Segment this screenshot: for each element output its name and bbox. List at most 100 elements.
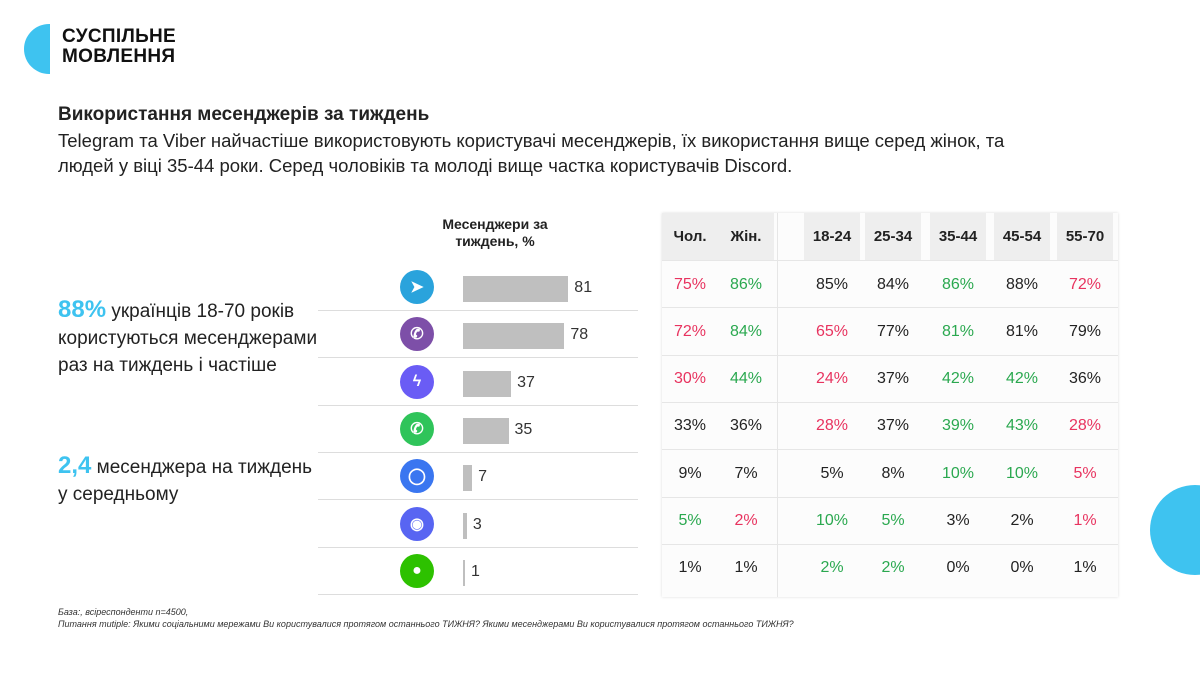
bar-value-label: 3	[472, 515, 482, 533]
column-divider	[777, 213, 778, 597]
bar-wechat	[463, 559, 465, 586]
column-header: 18-24	[804, 213, 860, 260]
table-cell: 44%	[729, 370, 763, 388]
chart-row-telegram: ➤ 81	[318, 264, 638, 311]
table-cell: 2%	[820, 559, 844, 577]
column-header: Жін.	[718, 213, 774, 260]
footnote-question: Питання mutiple: Якими соціальними мереж…	[58, 619, 794, 629]
page-title: Використання месенджерів за тиждень	[58, 104, 430, 125]
table-row: 72% 84% 65% 77% 81% 81% 79%	[662, 307, 1118, 354]
chart-row-discord: ◉ 3	[318, 501, 638, 548]
table-cell: 81%	[1005, 322, 1039, 340]
table-cell: 39%	[941, 417, 975, 435]
chart-title: Месенджери за тиждень, %	[442, 216, 548, 249]
wechat-icon: ●	[400, 553, 434, 588]
table-cell: 5%	[1073, 464, 1097, 482]
table-row: 30% 44% 24% 37% 42% 42% 36%	[662, 354, 1118, 402]
table-cell: 7%	[734, 464, 758, 482]
table-row: 33% 36% 28% 37% 39% 43% 28%	[662, 401, 1118, 449]
table-cell: 0%	[1010, 559, 1034, 577]
viber-icon: ✆	[400, 317, 434, 352]
table-cell: 84%	[876, 275, 910, 293]
table-cell: 75%	[673, 275, 707, 293]
table-row: 5% 2% 10% 5% 3% 2% 1%	[662, 496, 1118, 544]
table-cell: 2%	[734, 512, 758, 529]
logo-line1: СУСПІЛЬНЕ	[62, 26, 177, 47]
bar-value-label: 78	[570, 326, 589, 344]
column-header: Чол.	[662, 213, 718, 260]
table-cell: 37%	[876, 417, 910, 435]
table-cell: 42%	[941, 370, 975, 388]
table-cell: 9%	[678, 464, 702, 482]
table-cell: 10%	[1005, 464, 1039, 482]
table-cell: 85%	[815, 275, 849, 293]
bar-value-label: 81	[574, 279, 593, 296]
table-row: 75% 86% 85% 84% 86% 88% 72%	[662, 260, 1118, 307]
table-cell: 10%	[815, 512, 849, 529]
table-cell: 43%	[1005, 417, 1039, 435]
table-row: 9% 7% 5% 8% 10% 10% 5%	[662, 449, 1118, 496]
bar-viber	[463, 323, 565, 350]
bar-value-label: 35	[514, 420, 533, 438]
table-cell: 3%	[946, 512, 970, 529]
table-cell: 72%	[1068, 275, 1102, 293]
table-cell: 77%	[876, 322, 910, 340]
bar-value-label: 7	[478, 468, 487, 486]
footnote-base: База:, всіреспонденти n=4500,	[58, 607, 189, 617]
table-cell: 81%	[941, 322, 975, 340]
table-cell: 65%	[815, 322, 849, 340]
demographics-table: Чол. Жін. 18-24 25-34 35-44 45-54 55-70 75% 86% 8…	[662, 213, 1118, 597]
discord-icon: ◉	[400, 506, 434, 541]
column-header: 25-34	[865, 213, 921, 260]
bar-value-label: 1	[471, 562, 480, 580]
bar-signal	[463, 465, 473, 492]
table-cell: 10%	[941, 464, 975, 482]
table-row: 1% 1% 2% 2% 0% 0% 1%	[662, 543, 1118, 591]
table-cell: 36%	[729, 417, 763, 435]
table-cell: 36%	[1068, 370, 1102, 388]
footnote: База:, всіреспонденти n=4500, Питання mut…	[58, 606, 818, 630]
chart-row-messenger: ϟ 37	[318, 359, 638, 406]
table-cell: 72%	[673, 322, 707, 340]
table-cell: 1%	[1073, 512, 1097, 529]
page-subtitle: Telegram та Viber найчастіше використову…	[58, 130, 1005, 176]
stat-average: 2,4 месенджера на тиждень у середньому	[58, 452, 318, 508]
messenger-icon: ϟ	[400, 364, 434, 399]
logo: СУСПІЛЬНЕ МОВЛЕННЯ	[62, 27, 176, 67]
chart-row-signal: ◯ 7	[318, 453, 638, 501]
stat-average-text: месенджера на тиждень у середньому	[58, 457, 313, 505]
table-cell: 0%	[946, 559, 970, 577]
table-cell: 24%	[815, 370, 849, 388]
stat-average-value: 2,4	[58, 452, 92, 479]
column-header: 35-44	[930, 213, 986, 260]
table-cell: 2%	[1010, 512, 1034, 529]
stat-users-text: українців 18-70 років користуються месен…	[58, 301, 318, 376]
column-header: 45-54	[994, 213, 1050, 260]
table-cell: 2%	[881, 559, 905, 577]
table-cell: 42%	[1005, 370, 1039, 388]
table-cell: 79%	[1068, 322, 1102, 340]
stat-users-value: 88%	[58, 296, 107, 323]
logo-mark	[24, 24, 50, 74]
table-cell: 28%	[815, 417, 849, 435]
telegram-icon: ➤	[400, 270, 434, 304]
chart-row-viber: ✆ 78	[318, 311, 638, 359]
column-header: 55-70	[1057, 213, 1113, 260]
whatsapp-icon: ✆	[400, 411, 434, 446]
table-cell: 86%	[941, 275, 975, 293]
table-cell: 8%	[881, 464, 905, 482]
bar-whatsapp	[463, 417, 509, 444]
table-cell: 88%	[1005, 275, 1039, 293]
table-cell: 5%	[678, 512, 702, 529]
table-cell: 37%	[876, 370, 910, 388]
stat-users: 88% українців 18-70 років користуються м…	[58, 296, 318, 379]
logo-line2: МОВЛЕННЯ	[62, 46, 176, 67]
table-cell: 5%	[820, 464, 844, 482]
decorative-circle	[1150, 485, 1200, 575]
table-cell: 33%	[673, 417, 707, 435]
bar-value-label: 37	[517, 373, 535, 391]
table-cell: 86%	[729, 275, 763, 293]
table-cell: 5%	[881, 512, 905, 529]
table-cell: 1%	[678, 559, 702, 577]
table-cell: 1%	[1073, 559, 1097, 577]
